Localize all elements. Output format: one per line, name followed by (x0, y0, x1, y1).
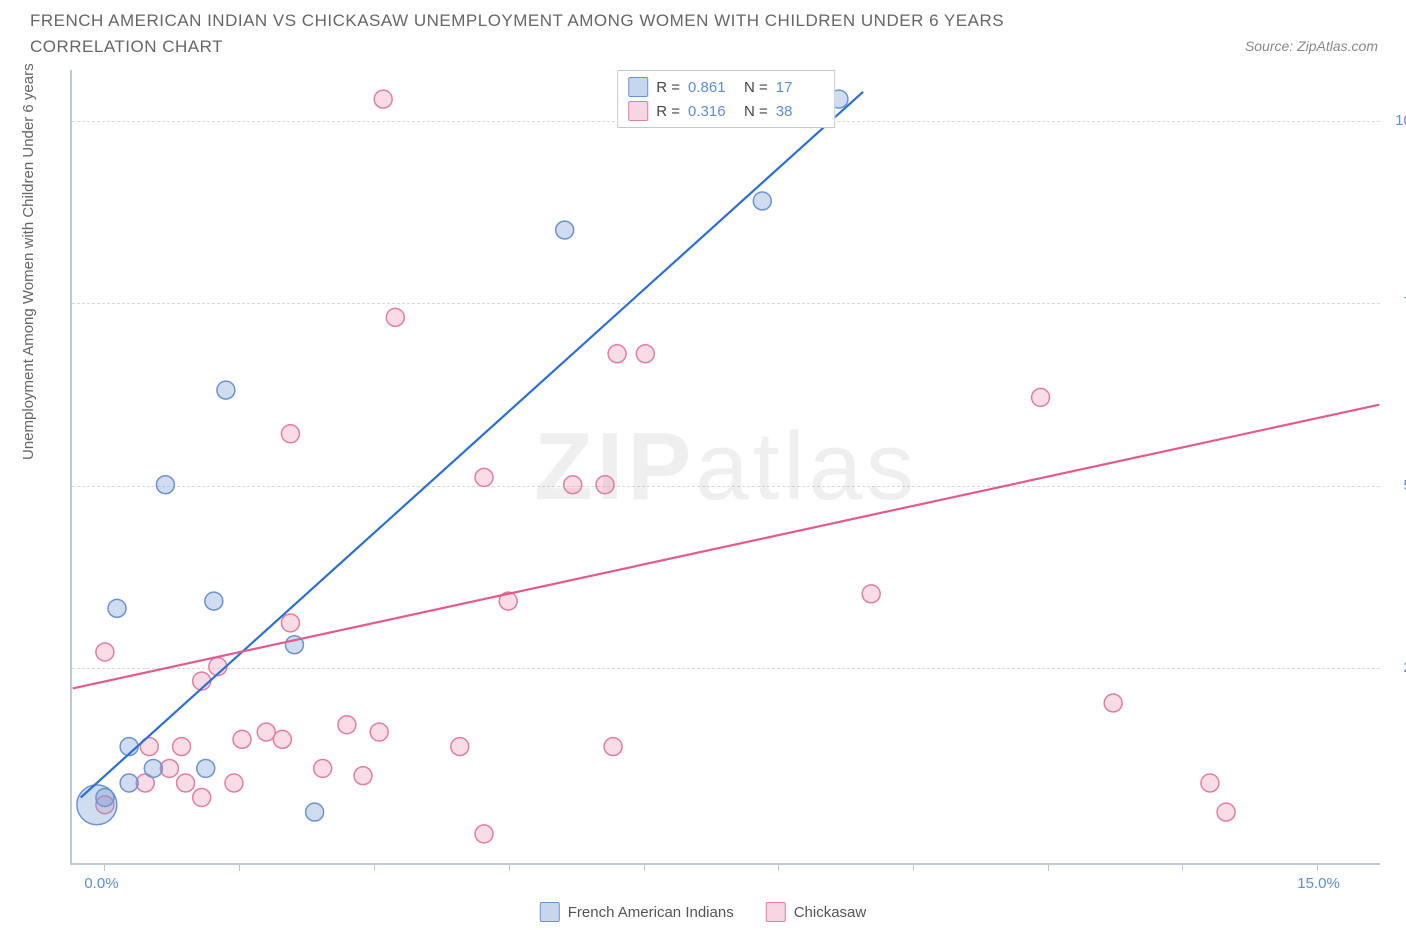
data-point (108, 599, 126, 617)
data-point (1032, 388, 1050, 406)
y-tick-label: 100.0% (1395, 112, 1406, 129)
data-point (120, 774, 138, 792)
x-tick (509, 863, 510, 871)
x-tick (913, 863, 914, 871)
data-point (338, 716, 356, 734)
data-point (173, 738, 191, 756)
data-point (354, 767, 372, 785)
data-point (156, 476, 174, 494)
data-point (374, 90, 392, 108)
data-point (556, 221, 574, 239)
x-tick (104, 863, 105, 871)
chart-svg (72, 70, 1380, 863)
data-point (370, 723, 388, 741)
y-axis-label: Unemployment Among Women with Children U… (20, 63, 37, 460)
trend-line (73, 405, 1380, 689)
data-point (96, 789, 114, 807)
data-point (205, 592, 223, 610)
legend-correlation-row: R = 0.316 N = 38 (628, 99, 824, 123)
data-point (1104, 694, 1122, 712)
source-credit: Source: ZipAtlas.com (1245, 38, 1378, 54)
data-point (217, 381, 235, 399)
x-tick (1048, 863, 1049, 871)
data-point (281, 425, 299, 443)
data-point (596, 476, 614, 494)
x-tick-label: 0.0% (84, 875, 118, 892)
data-point (177, 774, 195, 792)
data-point (862, 585, 880, 603)
data-point (314, 759, 332, 777)
x-tick (1182, 863, 1183, 871)
x-tick (1317, 863, 1318, 871)
data-point (608, 345, 626, 363)
data-point (273, 730, 291, 748)
legend-correlation-row: R = 0.861 N = 17 (628, 75, 824, 99)
data-point (160, 759, 178, 777)
x-tick-label: 15.0% (1297, 875, 1340, 892)
legend-label: French American Indians (568, 904, 734, 921)
data-point (233, 730, 251, 748)
swatch-legend-1 (766, 902, 786, 922)
r-label: R = (656, 79, 680, 96)
legend-item: French American Indians (540, 902, 734, 922)
data-point (1217, 803, 1235, 821)
x-tick (374, 863, 375, 871)
n-value-1: 38 (776, 103, 824, 120)
r-value-1: 0.316 (688, 103, 736, 120)
data-point (144, 759, 162, 777)
x-tick (778, 863, 779, 871)
trend-line (81, 92, 863, 798)
data-point (475, 825, 493, 843)
legend-label: Chickasaw (794, 904, 867, 921)
legend-correlation: R = 0.861 N = 17 R = 0.316 N = 38 (617, 70, 835, 128)
x-tick (644, 863, 645, 871)
data-point (193, 789, 211, 807)
data-point (604, 738, 622, 756)
legend-item: Chickasaw (766, 902, 867, 922)
swatch-series-1 (628, 101, 648, 121)
swatch-series-0 (628, 77, 648, 97)
r-label: R = (656, 103, 680, 120)
legend-series: French American Indians Chickasaw (540, 902, 866, 922)
data-point (225, 774, 243, 792)
data-point (451, 738, 469, 756)
data-point (753, 192, 771, 210)
data-point (386, 308, 404, 326)
swatch-legend-0 (540, 902, 560, 922)
r-value-0: 0.861 (688, 79, 736, 96)
n-value-0: 17 (776, 79, 824, 96)
plot-area: ZIPatlas R = 0.861 N = 17 R = 0.316 N = … (70, 70, 1380, 865)
data-point (564, 476, 582, 494)
data-point (197, 759, 215, 777)
x-tick (239, 863, 240, 871)
data-point (281, 614, 299, 632)
data-point (257, 723, 275, 741)
data-point (306, 803, 324, 821)
n-label: N = (744, 103, 768, 120)
data-point (475, 468, 493, 486)
data-point (1201, 774, 1219, 792)
chart-title: FRENCH AMERICAN INDIAN VS CHICKASAW UNEM… (30, 8, 1130, 59)
data-point (96, 643, 114, 661)
data-point (636, 345, 654, 363)
n-label: N = (744, 79, 768, 96)
